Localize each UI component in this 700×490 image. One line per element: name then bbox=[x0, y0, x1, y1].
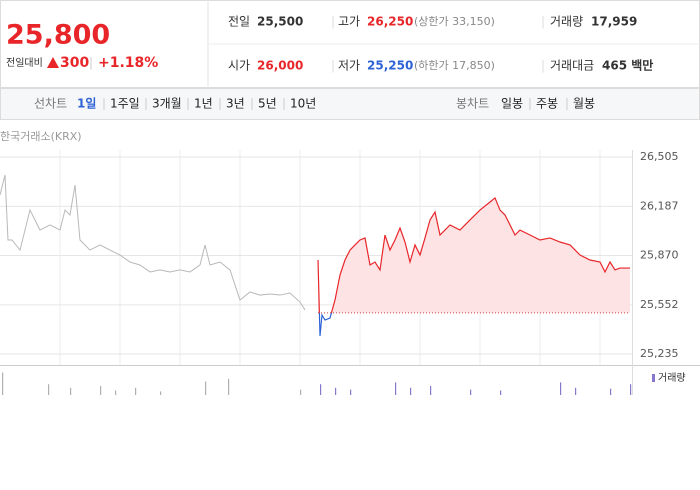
chart-source: 한국거래소(KRX) bbox=[0, 130, 82, 143]
separator: | bbox=[331, 15, 335, 29]
y-tick-label: 26,187 bbox=[640, 199, 679, 212]
volume-bar bbox=[350, 389, 352, 395]
legend-label: 거래량 bbox=[658, 372, 686, 384]
tab[interactable]: 월봉 bbox=[573, 97, 595, 111]
tab[interactable]: 1일 bbox=[77, 97, 96, 111]
stat-label: 고가 bbox=[338, 15, 360, 29]
y-tick-label: 25,552 bbox=[640, 298, 679, 311]
volume-bar bbox=[630, 384, 632, 395]
stat-label: 거래대금 bbox=[550, 59, 594, 73]
volume-bar bbox=[470, 389, 472, 395]
tab-bar bbox=[0, 88, 700, 120]
stat-value: 465 백만 bbox=[602, 58, 653, 73]
stat-label: 저가 bbox=[338, 59, 360, 73]
volume-bar bbox=[320, 384, 322, 395]
stat-note: (하한가 17,850) bbox=[414, 58, 495, 72]
tab[interactable]: 10년 bbox=[290, 97, 316, 111]
tab[interactable]: 5년 bbox=[258, 97, 277, 111]
volume-bar bbox=[395, 382, 397, 395]
y-tick-label: 25,235 bbox=[640, 347, 679, 360]
volume-bar bbox=[575, 387, 577, 395]
change-pct: +1.18% bbox=[98, 55, 158, 71]
stat-value: 17,959 bbox=[591, 15, 637, 29]
volume-bar bbox=[48, 384, 50, 395]
volume-bar bbox=[2, 372, 4, 395]
change-label: 전일대비 bbox=[6, 57, 43, 69]
stat-value: 26,250 bbox=[367, 15, 413, 29]
tab-group-label: 선차트 bbox=[34, 97, 67, 111]
volume-bar bbox=[160, 391, 162, 395]
up-arrow bbox=[47, 57, 59, 68]
stat-value: 25,500 bbox=[257, 15, 303, 29]
tab[interactable]: 1년 bbox=[194, 97, 213, 111]
y-tick-label: 25,870 bbox=[640, 249, 679, 262]
volume-bar bbox=[205, 381, 207, 395]
tab[interactable]: 일봉 bbox=[501, 97, 523, 111]
volume-bar bbox=[410, 387, 412, 395]
volume-bar bbox=[135, 387, 137, 395]
change: 300 bbox=[60, 55, 89, 71]
tab[interactable]: 주봉 bbox=[536, 97, 558, 111]
separator: | bbox=[331, 59, 335, 73]
stat-value: 26,000 bbox=[257, 59, 303, 73]
volume-bar bbox=[430, 386, 432, 395]
volume-bar bbox=[70, 387, 72, 395]
stat-value: 25,250 bbox=[367, 59, 413, 73]
volume-bar bbox=[560, 382, 562, 395]
tab[interactable]: 3개월 bbox=[152, 97, 182, 111]
volume-bar bbox=[115, 390, 117, 395]
line bbox=[0, 174, 306, 311]
area bbox=[318, 197, 630, 313]
volume-bar bbox=[500, 390, 502, 395]
stat-note: (상한가 33,150) bbox=[414, 15, 495, 28]
tabs: 선차트 봉차트 1일 1주일 3개월 1년 3년 5년 10년 일봉 주봉 월봉 bbox=[34, 97, 595, 111]
tab[interactable]: 3년 bbox=[226, 97, 245, 111]
line-up bbox=[317, 196, 630, 313]
tab-group-label: 봉차트 bbox=[456, 97, 489, 111]
volume-bar bbox=[335, 387, 337, 395]
volume-bar bbox=[228, 378, 230, 395]
separator: | bbox=[89, 56, 93, 70]
price: 25,800 bbox=[6, 20, 110, 51]
volume-bar bbox=[300, 389, 302, 395]
separator: | bbox=[541, 15, 545, 29]
y-tick-label: 26,505 bbox=[640, 150, 679, 163]
stat-label: 시가 bbox=[228, 59, 250, 73]
tab[interactable]: 1주일 bbox=[110, 97, 140, 111]
separator: | bbox=[541, 59, 545, 73]
legend-swatch bbox=[652, 374, 655, 382]
volume-bar bbox=[610, 388, 612, 395]
volume-bar bbox=[100, 386, 102, 395]
blank bbox=[0, 396, 700, 490]
stat-label: 전일 bbox=[228, 15, 250, 29]
stats: 전일 25,500 | 고가 26,250 (상한가 33,150) | 거래량… bbox=[228, 15, 653, 73]
plot: 26,505 26,187 25,870 25,552 25,235 bbox=[0, 150, 679, 395]
stat-label: 거래량 bbox=[550, 15, 583, 29]
